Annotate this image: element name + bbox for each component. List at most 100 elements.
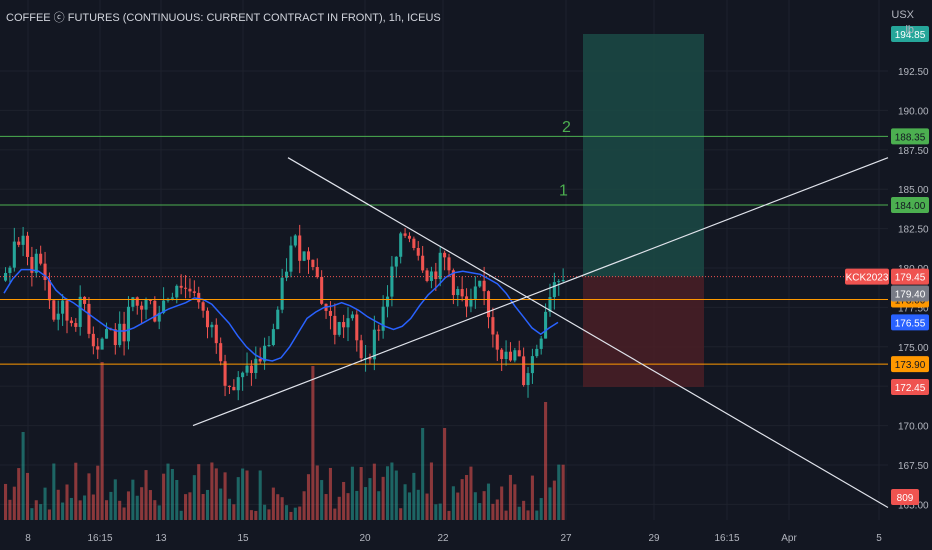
candle-body <box>254 358 258 374</box>
volume-bar <box>473 492 477 520</box>
target-price-tag-bg <box>891 26 929 42</box>
candle-body <box>21 235 25 245</box>
volume-bar <box>425 493 429 520</box>
volume-bar <box>381 476 385 520</box>
candle-body <box>320 276 324 304</box>
y-tick-label: 170.00 <box>898 422 929 433</box>
volume-bar <box>443 428 447 520</box>
volume-bar <box>184 494 188 520</box>
candle-body <box>385 296 390 307</box>
x-tick-label: 8 <box>25 533 31 544</box>
volume-bar <box>508 474 512 520</box>
volume-bar <box>162 473 166 520</box>
candle-body <box>258 358 262 362</box>
prev-close-tag: 179.40 <box>895 289 926 300</box>
volume-bar <box>214 468 218 520</box>
volume-tag-bg <box>891 489 919 505</box>
volume-bar <box>390 462 394 520</box>
candle-body <box>311 259 315 268</box>
candle-body <box>74 323 78 327</box>
candle-body <box>407 235 412 239</box>
candle-body <box>197 292 201 303</box>
volume-bar <box>451 486 455 520</box>
x-tick-label: Apr <box>781 533 797 544</box>
volume-bar <box>61 502 65 520</box>
volume-bar <box>306 474 311 520</box>
volume-bar <box>69 497 73 520</box>
volume-bar <box>263 504 267 520</box>
candle-body <box>346 318 350 328</box>
volume-bar <box>342 481 346 520</box>
volume-bar <box>399 508 403 520</box>
level-price-tag-bg <box>891 128 929 145</box>
volume-bar <box>447 510 451 520</box>
volume-bar <box>241 468 245 520</box>
volume-bar <box>364 487 368 520</box>
level-price-tag: 184.00 <box>895 201 926 212</box>
profit-zone <box>583 34 704 277</box>
candle-body <box>416 247 420 256</box>
volume-bar <box>197 464 201 520</box>
candle-body <box>399 233 403 257</box>
volume-bar <box>78 500 82 520</box>
volume-bar <box>456 492 460 520</box>
candle-body <box>12 241 16 268</box>
volume-tag: 809 <box>897 493 914 504</box>
volume-bar <box>104 500 109 520</box>
candle-body <box>118 323 122 346</box>
candle-body <box>144 299 148 310</box>
level-price-tag-bg <box>891 356 929 373</box>
volume-bar <box>557 464 561 520</box>
candle-body <box>293 235 297 246</box>
candle-body <box>359 340 363 359</box>
candle-body <box>421 255 425 271</box>
volume-bar <box>276 494 280 520</box>
candle-body <box>438 252 442 280</box>
level-price-tag: 188.35 <box>895 132 926 143</box>
symbol-price-tag: KCK2023 <box>846 273 889 284</box>
candle-body <box>306 251 311 260</box>
descending-trendline <box>287 157 889 509</box>
candle-body <box>561 280 565 282</box>
volume-bar <box>201 494 205 520</box>
volume-bar <box>87 473 91 520</box>
candle-body <box>214 324 218 344</box>
volume-bar <box>258 470 262 520</box>
candle-body <box>271 329 275 346</box>
volume-bar <box>394 470 398 520</box>
candle-body <box>126 306 131 342</box>
candle-body <box>17 241 21 245</box>
stop-price-tag-bg <box>891 378 929 395</box>
last-price-tag-bg <box>891 268 929 285</box>
x-tick-label: 22 <box>437 533 449 544</box>
candle-body <box>65 300 69 321</box>
candle-body <box>451 270 455 296</box>
volume-bar <box>17 468 21 520</box>
volume-bar <box>320 480 324 520</box>
moving-average-line <box>3 268 559 362</box>
candle-body <box>100 338 104 350</box>
y-tick-label: 177.50 <box>898 303 929 314</box>
volume-bar <box>434 504 438 520</box>
volume-bar <box>21 432 25 520</box>
candle-body <box>87 303 91 334</box>
candle-body <box>280 277 284 310</box>
candle-body <box>482 280 486 292</box>
unit-label: lb <box>905 24 914 36</box>
volume-bar <box>135 495 139 520</box>
volume-bar <box>47 509 51 520</box>
candle-body <box>535 348 539 357</box>
volume-bar <box>377 491 381 520</box>
candle-body <box>504 351 508 360</box>
candle-body <box>184 287 188 289</box>
level-price-tag: 173.90 <box>895 360 926 371</box>
volume-bar <box>460 479 464 520</box>
candle-body <box>328 310 332 316</box>
volume-bar <box>91 494 95 520</box>
y-tick-label: 167.50 <box>898 461 929 472</box>
x-tick-label: 16:15 <box>87 533 112 544</box>
candle-body <box>486 291 491 318</box>
volume-bar <box>539 498 543 520</box>
candle-body <box>557 281 561 283</box>
